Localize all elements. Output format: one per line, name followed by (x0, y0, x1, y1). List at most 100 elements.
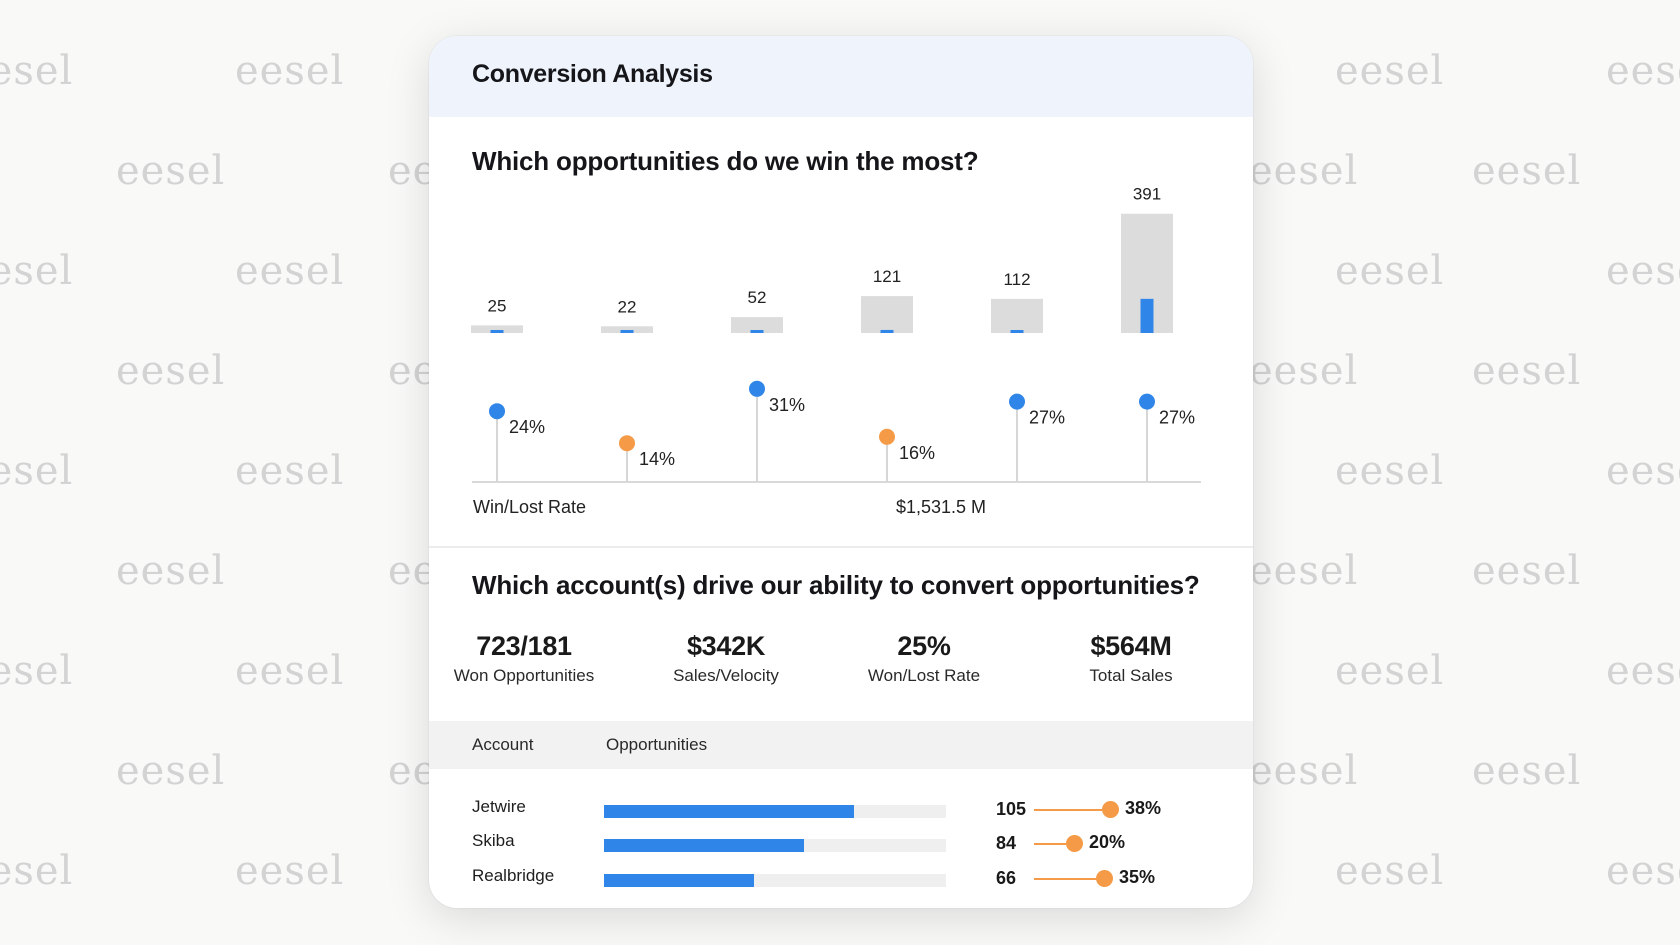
watermark-text: eesel (1335, 248, 1445, 294)
won-bar (1010, 330, 1024, 333)
table-row[interactable]: Skiba 84 20% (429, 827, 1253, 859)
kpi-value: 723/181 (476, 631, 572, 661)
x-axis-label: Win/Lost Rate (473, 497, 586, 517)
table-row[interactable]: Realbridge 66 35% (429, 862, 1253, 894)
watermark-text: eesel (1472, 348, 1582, 394)
opportunity-count: 105 (996, 799, 1027, 819)
rate-point (1009, 393, 1025, 410)
opportunity-bar-fill (604, 874, 755, 887)
rate-value-label: 24% (509, 417, 545, 437)
kpi-value: $342K (686, 631, 766, 661)
rate-line (1034, 843, 1074, 845)
bar-value-label: 25 (488, 296, 507, 315)
kpi-total-sales: $564M Total Sales (1036, 631, 1226, 686)
watermark-text: eesel (1249, 548, 1359, 594)
watermark-text: eesel (1606, 248, 1680, 294)
bar-value-label: 52 (748, 288, 767, 307)
opportunity-bar (601, 326, 653, 333)
section-title-accounts: Which account(s) drive our ability to co… (472, 570, 1200, 600)
kpi-label: Sales/Velocity (673, 666, 779, 685)
card-title: Conversion Analysis (472, 60, 713, 88)
watermark-text: eesel (1472, 748, 1582, 794)
opportunity-bar (471, 325, 523, 333)
watermark-text: eesel (116, 348, 226, 394)
watermark-text: eesel (0, 848, 74, 894)
watermark-text: eesel (0, 48, 74, 94)
opportunity-bar (991, 298, 1043, 333)
won-bar (620, 330, 634, 333)
watermark-text: eesel (235, 648, 345, 694)
opportunity-bar-track (604, 805, 946, 818)
won-bar (750, 330, 764, 333)
column-header-opportunities[interactable]: Opportunities (606, 735, 708, 754)
kpi-label: Won Opportunities (453, 666, 595, 685)
watermark-text: eesel (1249, 148, 1359, 194)
total-value-label: $1,531.5 M (896, 497, 986, 517)
watermark-text: eesel (1472, 148, 1582, 194)
column-header-account[interactable]: Account (472, 735, 534, 754)
rate-value-label: 14% (639, 449, 675, 469)
opportunity-bar-track (604, 874, 946, 887)
rate-point (619, 435, 635, 452)
watermark-text: eesel (1335, 848, 1445, 894)
rate-dot (1096, 870, 1113, 887)
won-bar (490, 330, 504, 333)
section-divider (429, 546, 1253, 548)
kpi-value: $564M (1090, 631, 1172, 661)
watermark-text: eesel (0, 248, 74, 294)
rate-percent: 38% (1125, 798, 1162, 818)
watermark-text: eesel (235, 848, 345, 894)
rate-point (1139, 393, 1155, 410)
watermark-text: eesel (0, 648, 74, 694)
watermark-text: eesel (1606, 48, 1680, 94)
bar-value-label: 391 (1133, 185, 1161, 204)
rate-value-label: 27% (1159, 408, 1195, 428)
watermark-text: eesel (116, 148, 226, 194)
card-header: Conversion Analysis (429, 36, 1253, 117)
rate-value-label: 16% (899, 443, 935, 463)
account-name: Realbridge (472, 866, 555, 885)
watermark-text: eesel (116, 748, 226, 794)
kpi-label: Won/Lost Rate (867, 666, 981, 685)
kpi-value: 25% (897, 631, 951, 661)
watermark-text: eesel (1249, 348, 1359, 394)
rate-point (879, 428, 895, 445)
opportunity-count: 66 (996, 868, 1017, 888)
kpi-won-opportunities: 723/181 Won Opportunities (429, 631, 619, 686)
rate-line (1034, 878, 1104, 880)
watermark-text: eesel (1335, 648, 1445, 694)
kpi-label: Total Sales (1089, 666, 1173, 685)
rate-percent: 35% (1119, 867, 1156, 887)
watermark-text: eesel (1472, 548, 1582, 594)
rate-line (1034, 809, 1110, 811)
bar-value-label: 112 (1003, 270, 1030, 289)
watermark-text: eesel (1606, 448, 1680, 494)
rate-value-label: 31% (769, 395, 805, 415)
opportunity-bar (861, 296, 913, 333)
account-name: Skiba (472, 831, 515, 850)
rate-dot (1066, 835, 1083, 852)
watermark-text: eesel (1335, 448, 1445, 494)
watermark-text: eesel (0, 448, 74, 494)
kpi-sales-velocity: $342K Sales/Velocity (631, 631, 821, 686)
table-row[interactable]: Jetwire 105 38% (429, 793, 1253, 825)
rate-dot (1102, 801, 1119, 818)
conversion-analysis-card: Conversion Analysis Which opportunities … (429, 36, 1253, 908)
rate-percent: 20% (1089, 832, 1126, 852)
opportunity-bar-fill (604, 839, 805, 852)
won-bar (880, 329, 894, 333)
watermark-text: eesel (1335, 48, 1445, 94)
opportunity-bar-fill (604, 805, 854, 818)
watermark-text: eesel (235, 448, 345, 494)
opportunity-bar (731, 317, 783, 333)
rate-point (749, 380, 765, 397)
account-name: Jetwire (472, 797, 526, 816)
watermark-text: eesel (235, 248, 345, 294)
rate-point (489, 403, 505, 420)
opportunity-count: 84 (996, 833, 1017, 853)
bar-value-label: 121 (873, 267, 901, 286)
won-bar (1140, 298, 1154, 333)
opportunity-bar-track (604, 839, 946, 852)
table-header: Account Opportunities (429, 721, 1253, 769)
watermark-text: eesel (1606, 848, 1680, 894)
